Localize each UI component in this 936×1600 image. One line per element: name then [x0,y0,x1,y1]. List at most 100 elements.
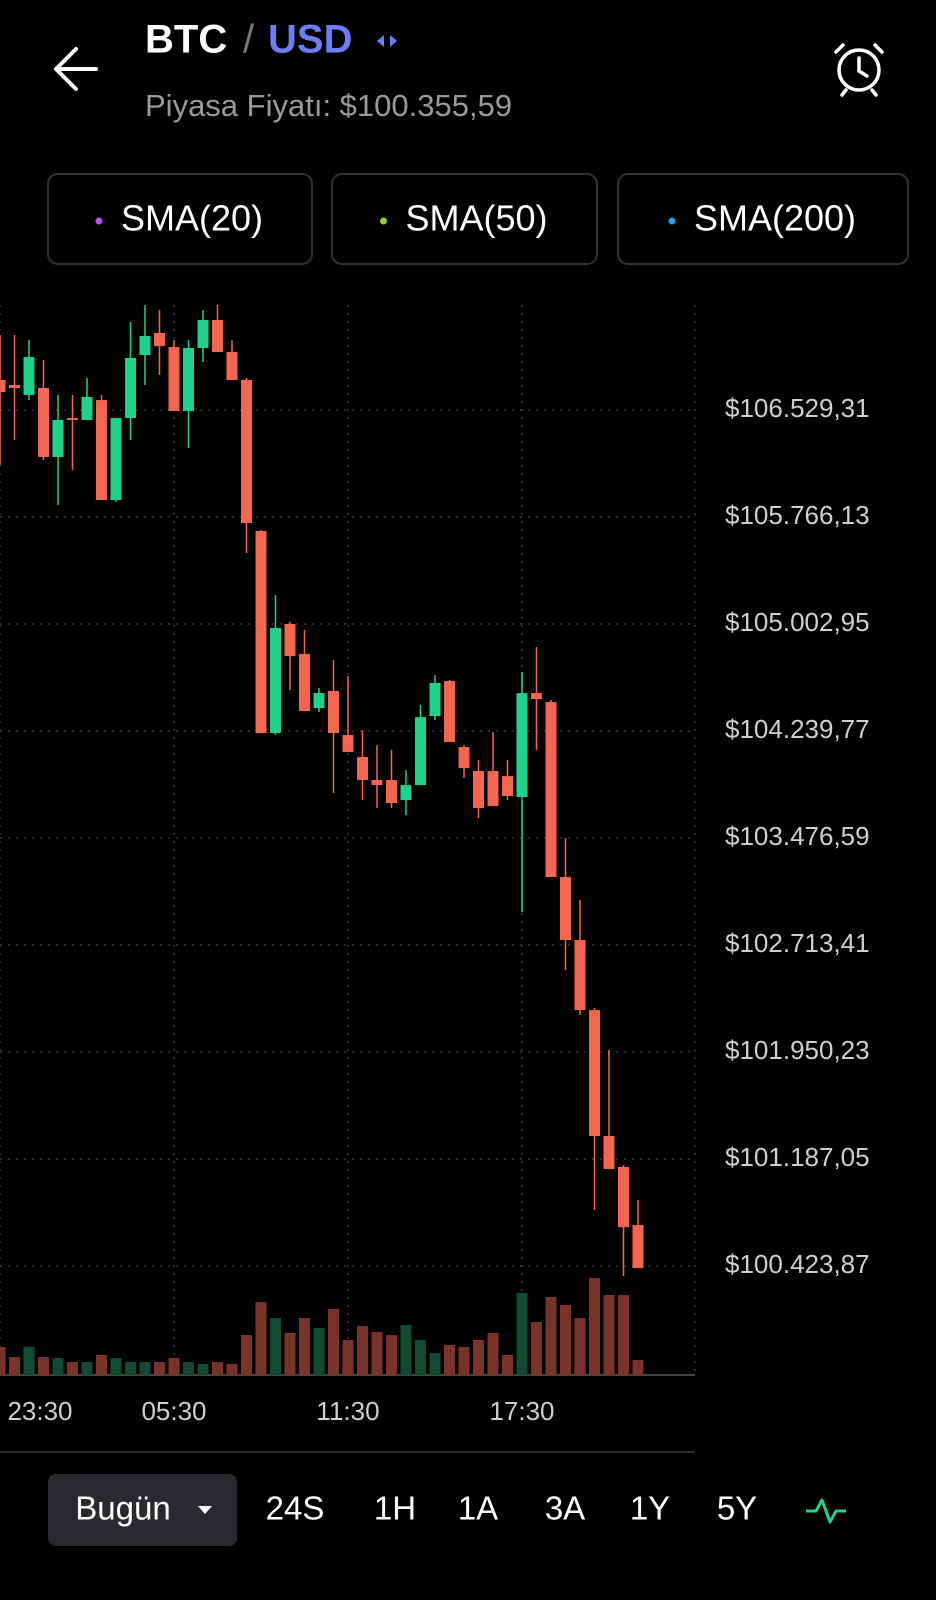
indicator-button[interactable]: SMA(50) [331,173,598,265]
volume-bar [212,1362,223,1375]
x-tick-label: 17:30 [489,1396,554,1426]
base-symbol: BTC [145,18,227,62]
candle-body [139,335,151,356]
volume-bar [444,1345,455,1375]
candle-body [487,771,499,807]
volume-bar [328,1309,339,1375]
candle-body [603,1136,615,1170]
volume-bar [603,1295,615,1375]
candle-body [154,333,165,347]
candle-body [255,531,267,734]
volume-bar [81,1362,93,1375]
range-label: Bugün [75,1490,170,1527]
volume-bar [516,1293,528,1375]
range-tab[interactable]: 1H [374,1490,416,1527]
range-tab[interactable]: 5Y [717,1490,757,1527]
range-tab[interactable]: 3A [545,1490,585,1527]
candle-body [386,780,397,804]
volume-bar [545,1297,557,1375]
candle-body [197,320,209,349]
volume-bar [0,1347,6,1375]
candle-body [284,623,296,657]
volume-bar [429,1353,441,1375]
volume-bar [531,1322,542,1375]
indicator-dot [379,217,387,225]
candle-body [357,757,368,781]
volume-bar [299,1318,310,1375]
indicator-button[interactable]: SMA(200) [617,173,909,265]
y-tick-label: $102.713,41 [725,928,870,958]
range-label: 24S [266,1490,325,1527]
back-arrow [54,47,98,91]
range-tab[interactable]: Bugün [48,1474,237,1546]
range-label: 3A [545,1490,585,1527]
candle-body [342,735,354,752]
candle-body [444,681,455,743]
swap-icon[interactable] [377,35,397,47]
volume-bar [415,1340,426,1375]
volume-bar [502,1355,513,1375]
pair-separator: / [243,18,255,62]
y-tick-label: $100.423,87 [725,1249,870,1279]
volume-bar [560,1305,571,1375]
volume-bar [473,1340,484,1375]
button-frame [617,173,909,265]
quote-symbol[interactable]: USD [268,18,352,62]
candle-body [531,693,542,699]
volume-bar [52,1358,64,1375]
indicator-button[interactable]: SMA(20) [47,173,313,265]
indicator-dot [95,217,103,225]
chart-type-button[interactable] [806,1498,846,1524]
dropdown-caret [198,1506,212,1514]
candle-body [0,380,6,393]
candle-body [618,1166,629,1228]
candle-body [415,717,426,786]
candlestick-chart: $106.529,31 $105.766,13 $105.002,95 $104.23… [0,305,870,1426]
indicator-bar: SMA(20) SMA(50) SMA(200) [47,173,909,265]
candle-body [125,357,136,419]
indicator-label: SMA(20) [121,198,263,239]
button-frame [47,173,313,265]
y-tick-label: $104.239,77 [725,714,870,744]
volume-bar [618,1295,629,1375]
range-tabs: Bugün 24S 1H 1A 3A 1Y 5Y [48,1474,757,1546]
range-tab[interactable]: 24S [266,1490,325,1527]
alarm-button[interactable] [834,43,884,97]
x-tick-label: 11:30 [316,1396,379,1426]
range-tab[interactable]: 1A [458,1490,498,1527]
volume-bar [67,1362,78,1375]
range-tab[interactable]: 1Y [630,1490,670,1527]
volume-bar [284,1333,296,1375]
y-tick-label: $105.002,95 [725,607,870,637]
volume-bar [386,1335,397,1375]
candle-body [168,347,180,411]
volume-bar [255,1302,267,1375]
y-tick-label: $101.950,23 [725,1035,870,1065]
indicator-label: SMA(200) [694,198,856,239]
candle-body [574,939,586,1011]
candle-body [545,702,557,878]
volume-bar [589,1278,600,1375]
back-button[interactable] [54,47,98,91]
candle-body [81,396,93,420]
volume-bar [96,1355,107,1375]
candle-body [38,388,49,457]
range-label: 5Y [717,1490,757,1527]
candle-body [589,1010,600,1137]
volume-bar [371,1332,383,1375]
candle-body [502,776,513,797]
volume-bar [342,1340,354,1375]
candle-body [67,418,78,420]
candle-body [473,771,484,809]
range-label: 1A [458,1490,498,1527]
candle-body [183,348,194,411]
volume-bar [23,1347,35,1375]
volume-bar [168,1358,180,1375]
volume-bar [125,1362,136,1375]
candle-body [212,320,223,352]
candle-body [400,785,412,801]
candle-body [371,780,383,786]
y-tick-label: $101.187,05 [725,1142,870,1172]
volume-bar [487,1333,499,1375]
